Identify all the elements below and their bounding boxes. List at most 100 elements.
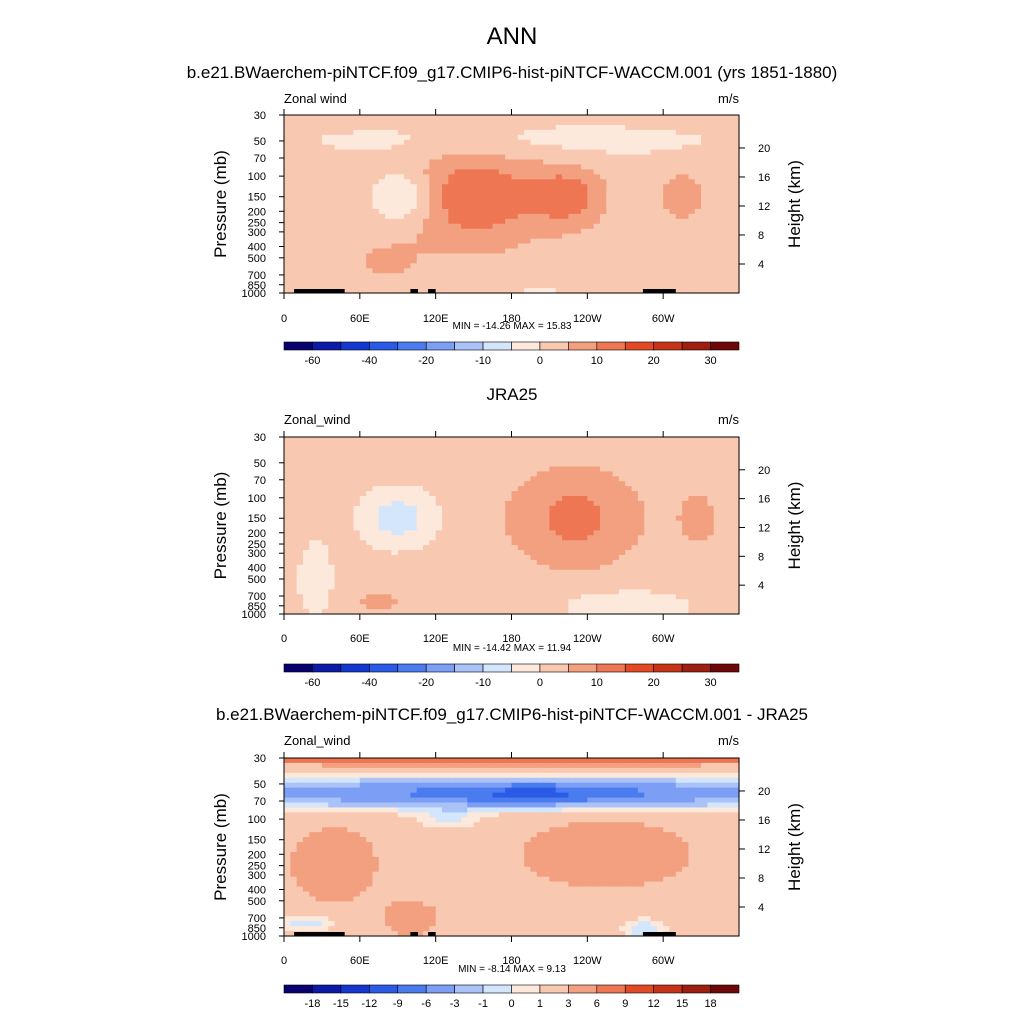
- field-cell: [473, 248, 481, 255]
- field-cell: [473, 441, 481, 448]
- field-cell: [536, 540, 544, 546]
- field-cell: [454, 228, 462, 235]
- field-cell: [315, 208, 323, 215]
- field-cell: [536, 273, 544, 279]
- field-cell: [479, 461, 487, 468]
- field-cell: [435, 144, 443, 151]
- field-cell: [347, 584, 355, 591]
- field-cell: [309, 124, 317, 131]
- field-cell: [707, 564, 715, 571]
- field-cell: [549, 124, 557, 131]
- field-cell: [701, 446, 708, 453]
- field-cell: [625, 574, 633, 581]
- field-cell: [720, 228, 727, 235]
- field-cell: [618, 189, 626, 195]
- field-cell: [688, 253, 696, 259]
- field-cell: [524, 481, 532, 487]
- field-cell: [448, 530, 456, 536]
- field-cell: [530, 525, 538, 532]
- field-cell: [416, 184, 424, 190]
- field-cell: [473, 584, 481, 591]
- field-cell: [479, 555, 487, 561]
- field-cell: [656, 204, 664, 210]
- field-cell: [347, 129, 355, 136]
- field-cell: [498, 253, 506, 259]
- field-cell: [410, 481, 418, 487]
- field-cell: [536, 441, 544, 448]
- field-cell: [562, 589, 569, 595]
- field-cell: [505, 184, 513, 190]
- field-cell: [328, 559, 336, 566]
- field-cell: [347, 505, 355, 512]
- field-cell: [593, 199, 601, 205]
- field-cell: [492, 446, 500, 453]
- field-cell: [726, 228, 734, 235]
- field-cell: [618, 530, 626, 536]
- field-cell: [599, 119, 607, 126]
- field-cell: [505, 223, 513, 230]
- field-cell: [340, 115, 348, 121]
- field-cell: [593, 520, 601, 527]
- field-cell: [404, 129, 411, 136]
- field-cell: [284, 451, 291, 458]
- field-cell: [321, 589, 329, 595]
- field-cell: [385, 169, 393, 175]
- field-cell: [366, 283, 374, 289]
- field-cell: [644, 466, 652, 473]
- field-cell: [340, 491, 348, 497]
- field-cell: [498, 228, 506, 235]
- field-cell: [315, 441, 323, 448]
- field-cell: [454, 481, 462, 487]
- field-cell: [644, 569, 652, 576]
- field-cell: [549, 189, 557, 195]
- field-cell: [644, 530, 652, 536]
- field-cell: [587, 253, 595, 259]
- field-cell: [359, 579, 367, 586]
- field-cell: [435, 437, 443, 443]
- field-cell: [404, 564, 411, 571]
- field-cell: [435, 545, 443, 551]
- field-cell: [284, 594, 291, 600]
- field-cell: [328, 574, 336, 581]
- field-cell: [404, 164, 411, 170]
- field-cell: [302, 437, 310, 443]
- field-cell: [618, 535, 626, 541]
- field-cell: [467, 569, 475, 576]
- field-cell: [473, 169, 481, 175]
- field-cell: [404, 283, 411, 289]
- field-cell: [423, 164, 430, 170]
- field-cell: [473, 253, 481, 259]
- field-cell: [524, 199, 532, 205]
- field-cell: [524, 574, 532, 581]
- field-cell: [284, 559, 291, 566]
- field-cell: [467, 273, 475, 279]
- field-cell: [656, 179, 664, 185]
- field-cell: [416, 144, 424, 151]
- field-cell: [637, 189, 645, 195]
- field-cell: [410, 564, 418, 571]
- field-cell: [429, 223, 437, 230]
- field-cell: [498, 505, 506, 512]
- field-cell: [587, 154, 595, 161]
- field-cell: [682, 466, 690, 473]
- field-cell: [448, 505, 456, 512]
- field-cell: [334, 184, 342, 190]
- field-cell: [631, 525, 639, 532]
- field-cell: [498, 189, 506, 195]
- field-cell: [429, 505, 437, 512]
- field-cell: [574, 520, 582, 527]
- field-cell: [347, 500, 355, 507]
- field-cell: [302, 535, 310, 541]
- field-cell: [536, 144, 544, 151]
- field-cell: [707, 218, 715, 225]
- field-cell: [353, 510, 361, 517]
- field-cell: [334, 159, 342, 166]
- field-cell: [479, 520, 487, 527]
- field-cell: [479, 540, 487, 546]
- field-cell: [574, 199, 582, 205]
- field-cell: [713, 154, 721, 161]
- x-tick-label: 0: [281, 313, 287, 325]
- field-cell: [593, 530, 601, 536]
- field-cell: [669, 213, 677, 220]
- field-cell: [694, 273, 702, 279]
